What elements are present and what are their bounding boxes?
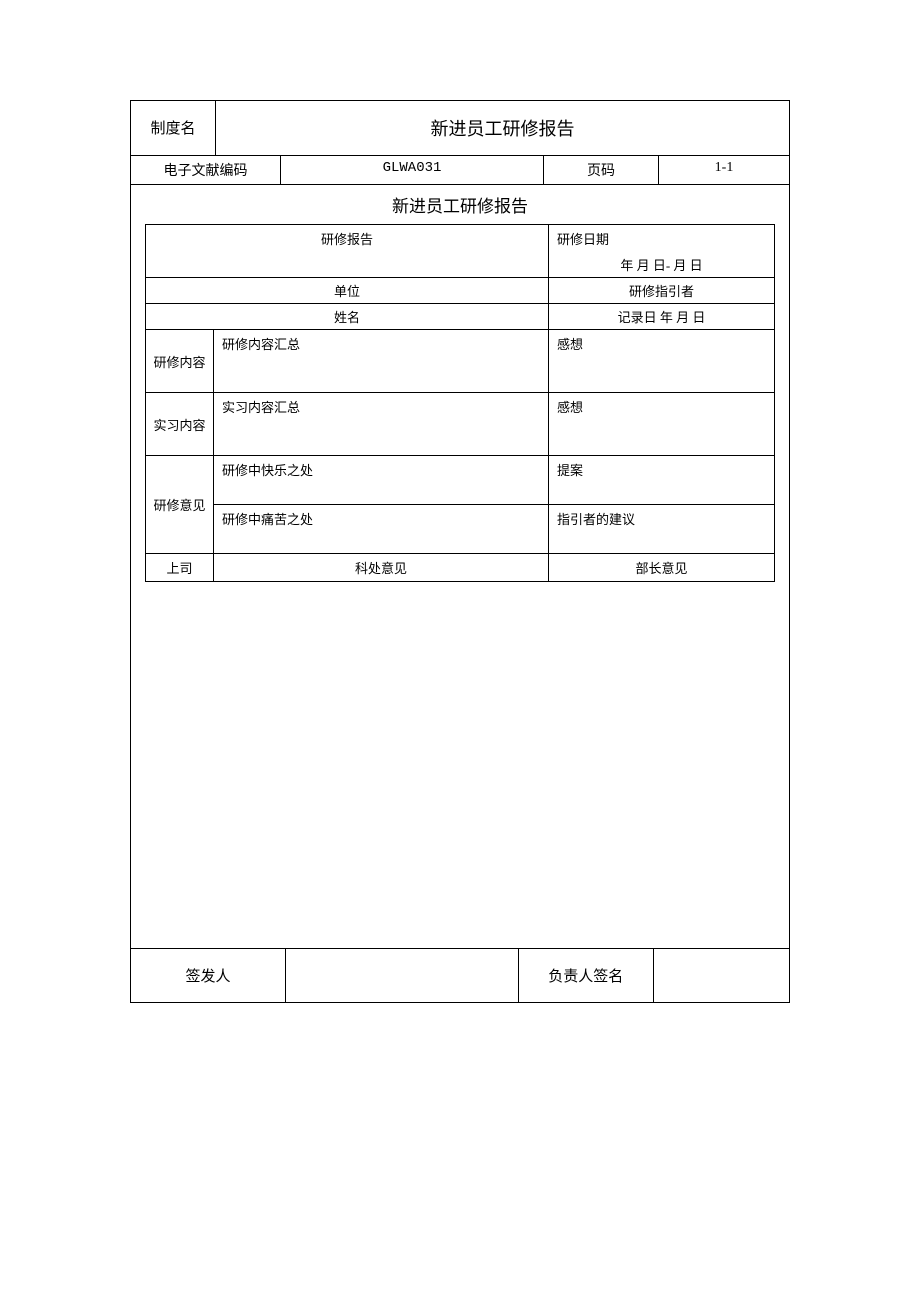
- director-opinion-label: 部长意见: [549, 554, 774, 581]
- responsible-label: 负责人签名: [519, 949, 654, 1002]
- opinion-pain-row: 研修中痛苦之处 指引者的建议: [214, 505, 774, 553]
- section-opinion-label: 科处意见: [214, 554, 549, 581]
- report-date-row: 研修报告 研修日期 年 月 日- 月 日: [146, 225, 774, 278]
- header-row-2: 电子文献编码 GLWA031 页码 1-1: [131, 156, 789, 185]
- opinion-happy: 研修中快乐之处: [214, 456, 549, 504]
- report-blank: [146, 252, 548, 276]
- opinion-guide-suggestion: 指引者的建议: [549, 505, 774, 553]
- opinion-proposal: 提案: [549, 456, 774, 504]
- responsible-blank: [654, 949, 789, 1002]
- doc-code-value: GLWA031: [281, 156, 544, 184]
- unit-label: 单位: [146, 278, 549, 303]
- opinion-block: 研修意见 研修中快乐之处 提案 研修中痛苦之处 指引者的建议: [146, 456, 774, 554]
- unit-row: 单位 研修指引者: [146, 278, 774, 304]
- supervisor-label: 上司: [146, 554, 214, 581]
- name-row: 姓名 记录日 年 月 日: [146, 304, 774, 330]
- opinion-happy-row: 研修中快乐之处 提案: [214, 456, 774, 505]
- subtitle: 新进员工研修报告: [131, 185, 789, 224]
- header-row-1: 制度名 新进员工研修报告: [131, 101, 789, 156]
- opinion-pain: 研修中痛苦之处: [214, 505, 549, 553]
- opinion-side: 研修意见: [146, 456, 214, 553]
- internship-content-row: 实习内容 实习内容汇总 感想: [146, 393, 774, 456]
- training-content-summary: 研修内容汇总: [214, 330, 549, 392]
- guide-label: 研修指引者: [549, 278, 774, 303]
- document-frame: 制度名 新进员工研修报告 电子文献编码 GLWA031 页码 1-1 新进员工研…: [130, 100, 790, 1003]
- date-label: 研修日期: [549, 225, 774, 252]
- page-value: 1-1: [659, 156, 789, 184]
- issuer-blank: [286, 949, 519, 1002]
- bottom-row: 上司 科处意见 部长意见: [146, 554, 774, 581]
- spacer: [131, 588, 789, 948]
- internship-content-summary: 实习内容汇总: [214, 393, 549, 455]
- system-name-label: 制度名: [131, 101, 216, 155]
- training-content-thoughts: 感想: [549, 330, 774, 392]
- doc-code-label: 电子文献编码: [131, 156, 281, 184]
- internship-content-side: 实习内容: [146, 393, 214, 455]
- issuer-label: 签发人: [131, 949, 286, 1002]
- footer-row: 签发人 负责人签名: [131, 948, 789, 1002]
- name-label: 姓名: [146, 304, 549, 329]
- inner-table: 研修报告 研修日期 年 月 日- 月 日 单位 研修指引者 姓名 记录日 年 月…: [145, 224, 775, 582]
- report-label: 研修报告: [146, 225, 548, 252]
- training-content-side: 研修内容: [146, 330, 214, 392]
- training-content-row: 研修内容 研修内容汇总 感想: [146, 330, 774, 393]
- page-label: 页码: [544, 156, 659, 184]
- document-title: 新进员工研修报告: [216, 101, 789, 155]
- internship-content-thoughts: 感想: [549, 393, 774, 455]
- date-value: 年 月 日- 月 日: [549, 252, 774, 277]
- record-date-label: 记录日 年 月 日: [549, 304, 774, 329]
